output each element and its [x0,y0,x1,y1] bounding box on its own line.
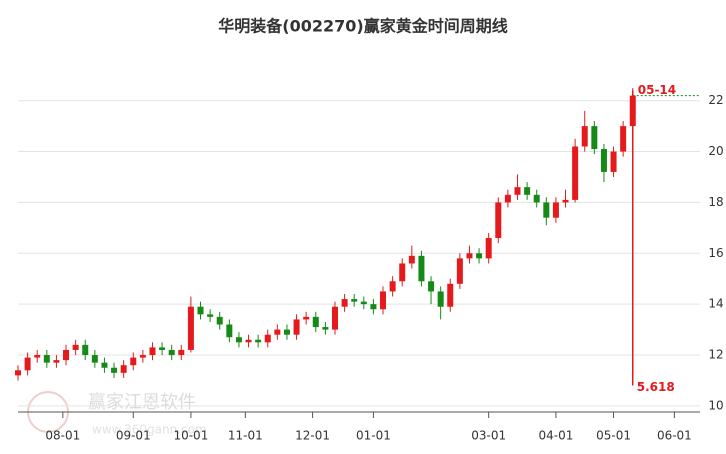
candle-body [120,365,127,373]
y-tick-label: 16 [708,246,723,260]
candle-body [82,344,89,356]
candle-body [63,349,70,361]
candle-body [572,146,579,200]
candle-body [447,283,454,307]
x-tick-label: 10-01 [173,429,208,443]
candle-body [524,187,531,195]
candle-body [581,126,588,147]
x-tick-label: 05-01 [596,429,631,443]
x-tick-label: 01-01 [356,429,391,443]
y-tick-label: 22 [708,93,723,107]
candle-body [43,355,50,363]
candle-body [139,355,146,358]
candle-body [72,344,79,350]
candle-body [399,263,406,282]
candle-body [322,327,329,330]
watermark-url: www.360gann.com [92,423,207,437]
candle-body [149,347,156,356]
candle-body [168,349,175,356]
x-tick-label: 03-01 [471,429,506,443]
candle-body [360,301,367,305]
candle-body [514,187,521,195]
x-tick-label: 11-01 [228,429,263,443]
candle-body [283,329,290,335]
candle-body [216,316,223,325]
x-tick-label: 09-01 [116,429,151,443]
candle-body [264,334,271,343]
candle-body [341,299,348,307]
candle-body [235,337,242,343]
candle-body [255,339,262,343]
candle-body [370,304,377,310]
watermark: 赢家江恩软件 www.360gann.com [27,391,207,437]
candle-body [418,255,425,282]
candle-body [197,306,204,315]
candle-body [533,194,540,203]
candle-body [380,291,387,310]
y-tick-label: 10 [708,398,723,412]
candle-body [495,202,502,239]
x-tick-label: 08-01 [45,429,80,443]
candle-body [111,367,118,373]
candle-body [178,349,185,356]
candle-body [351,299,358,302]
candle-body [34,355,41,358]
candle-body [543,202,550,218]
candle-body [274,329,281,335]
candle-body [293,319,300,335]
candle-body [303,316,310,320]
candle-body [312,316,319,328]
candle-body [101,362,108,368]
candle-body [620,126,627,152]
candle-body [456,258,463,284]
candle-body [600,149,607,172]
candle-body [187,306,194,350]
candle-body [389,281,396,292]
candle-body [15,370,21,376]
candle-body [408,255,415,264]
y-tick-label: 12 [708,348,723,362]
candle-body [130,357,137,366]
candle-body [207,314,214,317]
candle-body [562,199,569,203]
watermark-name: 赢家江恩软件 [88,391,196,413]
candle-body [437,291,444,307]
candle-body [245,339,252,343]
candle-body [331,306,338,330]
candle-body [159,347,166,350]
candle-body [485,238,492,259]
candle-body [24,357,31,371]
candle-body [91,355,98,363]
candle-body [226,324,233,338]
cycle-ratio-label: 5.618 [637,380,675,394]
x-tick-label: 12-01 [295,429,330,443]
candle-body [591,126,598,150]
candle-body [476,253,483,259]
candle-body [504,194,511,203]
candle-body [428,281,435,292]
cycle-date-label: 05-14 [638,83,676,97]
y-tick-label: 14 [708,297,723,311]
x-tick-label: 06-01 [657,429,692,443]
y-tick-label: 20 [708,144,723,158]
candle-body [552,202,559,218]
y-tick-label: 18 [708,195,723,209]
x-tick-label: 04-01 [538,429,573,443]
chart-title: 华明装备(002270)赢家黄金时间周期线 [218,17,507,36]
candle-body [610,151,617,172]
candle-body [53,360,60,363]
candle-body [466,253,473,259]
